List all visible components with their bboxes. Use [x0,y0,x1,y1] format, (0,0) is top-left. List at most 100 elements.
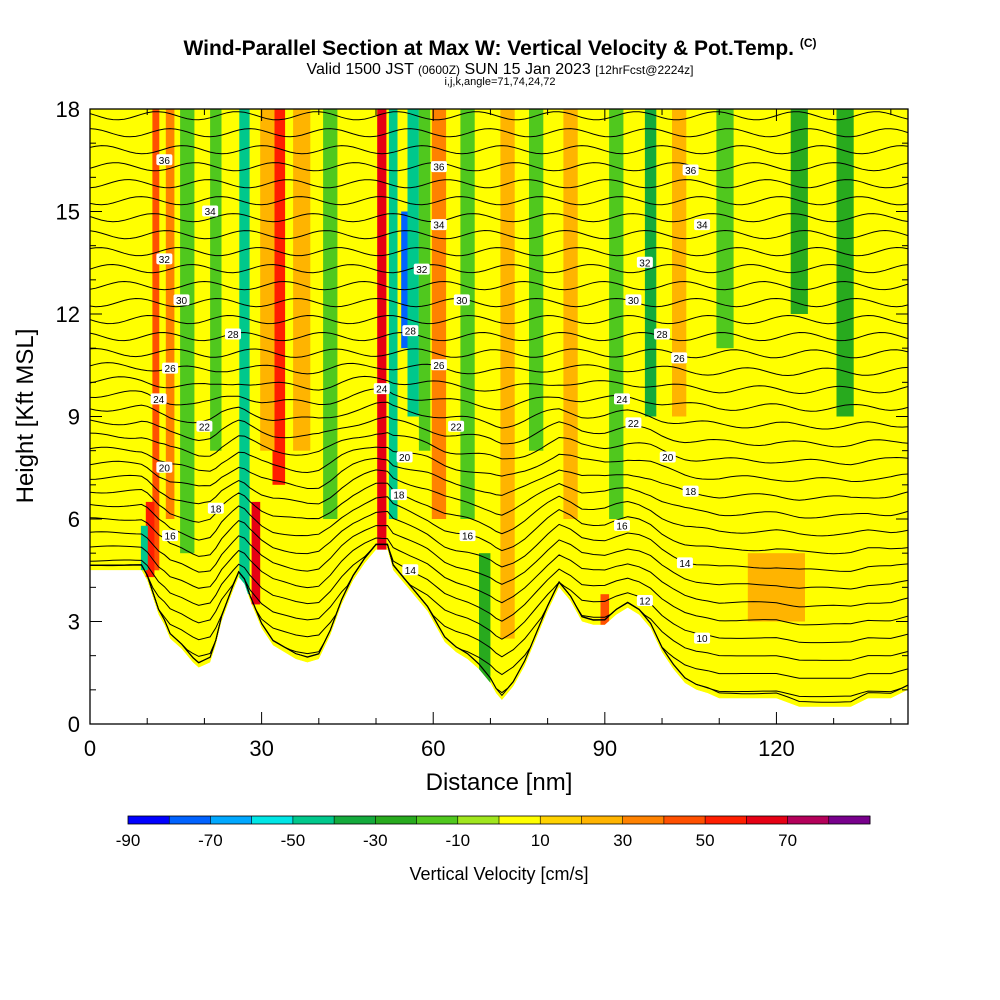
svg-text:34: 34 [205,207,217,218]
velocity-band-0 [152,109,160,571]
svg-text:30: 30 [456,296,468,307]
isentrope-line-5 [90,543,908,626]
colorbar-swatch-10 [540,816,582,824]
colorbar-tick-label-5: 10 [531,831,550,850]
isentrope-label-5: 26 [162,362,179,375]
isentrope-line-6 [90,537,908,608]
isentrope-line-35 [90,95,908,103]
y-tick-label-2: 6 [68,507,80,532]
plot-area: 36 34 32 30 28 26 24 22 20 18 16 36 34 32 30 28 26 24 22 20… [90,95,908,724]
svg-text:14: 14 [679,559,691,570]
svg-text:18: 18 [685,487,697,498]
isentrope-label-23: 36 [682,164,699,177]
velocity-band-6 [239,109,250,595]
svg-text:26: 26 [674,354,686,365]
isentrope-label-8: 20 [156,461,173,474]
colorbar-tick-label-8: 70 [778,831,797,850]
svg-text:26: 26 [165,364,177,375]
potential-temperature-contours: 36 34 32 30 28 26 24 22 20 18 16 36 34 32 30 28 26 24 22 20… [90,95,908,703]
velocity-band-8 [272,109,286,485]
velocity-band-23 [600,594,610,625]
colorbar-swatch-5 [334,816,376,824]
terrain-fill [90,549,908,724]
colorbar: -90 -70 -50 -30 -10 10 30 50 70 [116,815,871,850]
chart-subtitle: Valid 1500 JST (0600Z) SUN 15 Jan 2023 [… [0,61,1000,79]
colorbar-swatch-16 [787,816,830,824]
colorbar-label: Vertical Velocity [cm/s] [409,864,588,884]
isentrope-label-18: 22 [448,420,465,433]
isentrope-line-16 [90,401,908,430]
isentrope-line-29 [90,196,908,206]
isentrope-label-11: 36 [430,161,447,174]
isentrope-line-13 [90,446,908,483]
colorbar-swatch-3 [251,816,294,824]
svg-text:22: 22 [628,419,640,430]
isentrope-label-22: 14 [402,564,419,577]
isentrope-label-14: 30 [453,294,470,307]
isentrope-line-12 [90,457,908,501]
colorbar-swatch-17 [828,816,871,824]
isentrope-line-22 [90,314,908,325]
vertical-velocity-field [90,109,908,707]
velocity-band-12 [377,109,387,560]
colorbar-tick-label-1: -70 [198,831,223,850]
isentrope-label-35: 12 [636,595,653,608]
svg-text:22: 22 [199,422,211,433]
colorbar-swatch-11 [581,816,624,824]
isentrope-line-9 [90,496,908,555]
svg-text:20: 20 [159,463,171,474]
forecast-info: [12hrFcst@2224z] [595,63,694,77]
isentrope-label-30: 22 [625,417,642,430]
svg-text:10: 10 [697,634,709,645]
isentrope-line-19 [90,362,908,377]
colorbar-tick-label-7: 50 [696,831,715,850]
x-tick-label-3: 90 [593,736,617,761]
svg-text:36: 36 [433,163,445,174]
isentrope-line-15 [90,416,908,448]
isentrope-line-14 [90,432,908,466]
isentrope-line-28 [90,213,908,223]
isentrope-label-7: 22 [196,420,213,433]
colorbar-tick-label-2: -50 [281,831,306,850]
svg-text:36: 36 [159,156,171,167]
y-tick-label-1: 3 [68,610,80,635]
isentrope-label-6: 24 [150,393,167,406]
isentrope-label-34: 14 [676,557,693,570]
colorbar-swatch-7 [416,816,459,824]
svg-text:12: 12 [639,597,651,608]
isentrope-label-28: 26 [671,352,688,365]
velocity-band-29 [836,109,854,417]
isentrope-line-25 [90,263,908,274]
svg-text:18: 18 [210,504,222,515]
svg-text:24: 24 [616,395,628,406]
isentrope-line-26 [90,246,908,257]
velocity-band-1 [145,501,155,578]
isentrope-line-30 [90,179,908,189]
isentrope-label-32: 18 [682,485,699,498]
svg-text:28: 28 [227,330,239,341]
isentrope-label-17: 24 [373,383,390,396]
isentrope-label-26: 30 [625,294,642,307]
velocity-band-17 [431,109,447,519]
isentrope-label-19: 20 [396,451,413,464]
svg-text:32: 32 [639,258,651,269]
chart-title-text: Wind-Parallel Section at Max W: Vertical… [183,37,794,60]
y-tick-label-6: 18 [56,97,80,122]
svg-text:36: 36 [685,166,697,177]
valid-date: SUN 15 Jan 2023 [464,61,591,78]
isentrope-line-11 [90,469,908,519]
svg-text:34: 34 [697,221,709,232]
colorbar-swatch-8 [457,816,500,824]
y-tick-label-3: 9 [68,405,80,430]
isentrope-label-4: 28 [225,328,242,341]
colorbar-swatch-9 [499,816,541,824]
colorbar-swatch-15 [746,816,788,824]
isentrope-line-32 [90,145,908,155]
svg-text:14: 14 [405,566,417,577]
isentrope-line-31 [90,162,908,172]
isentrope-line-7 [90,524,908,590]
svg-text:30: 30 [628,296,640,307]
colorbar-tick-label-4: -10 [446,831,471,850]
isentrope-label-16: 26 [430,359,447,372]
